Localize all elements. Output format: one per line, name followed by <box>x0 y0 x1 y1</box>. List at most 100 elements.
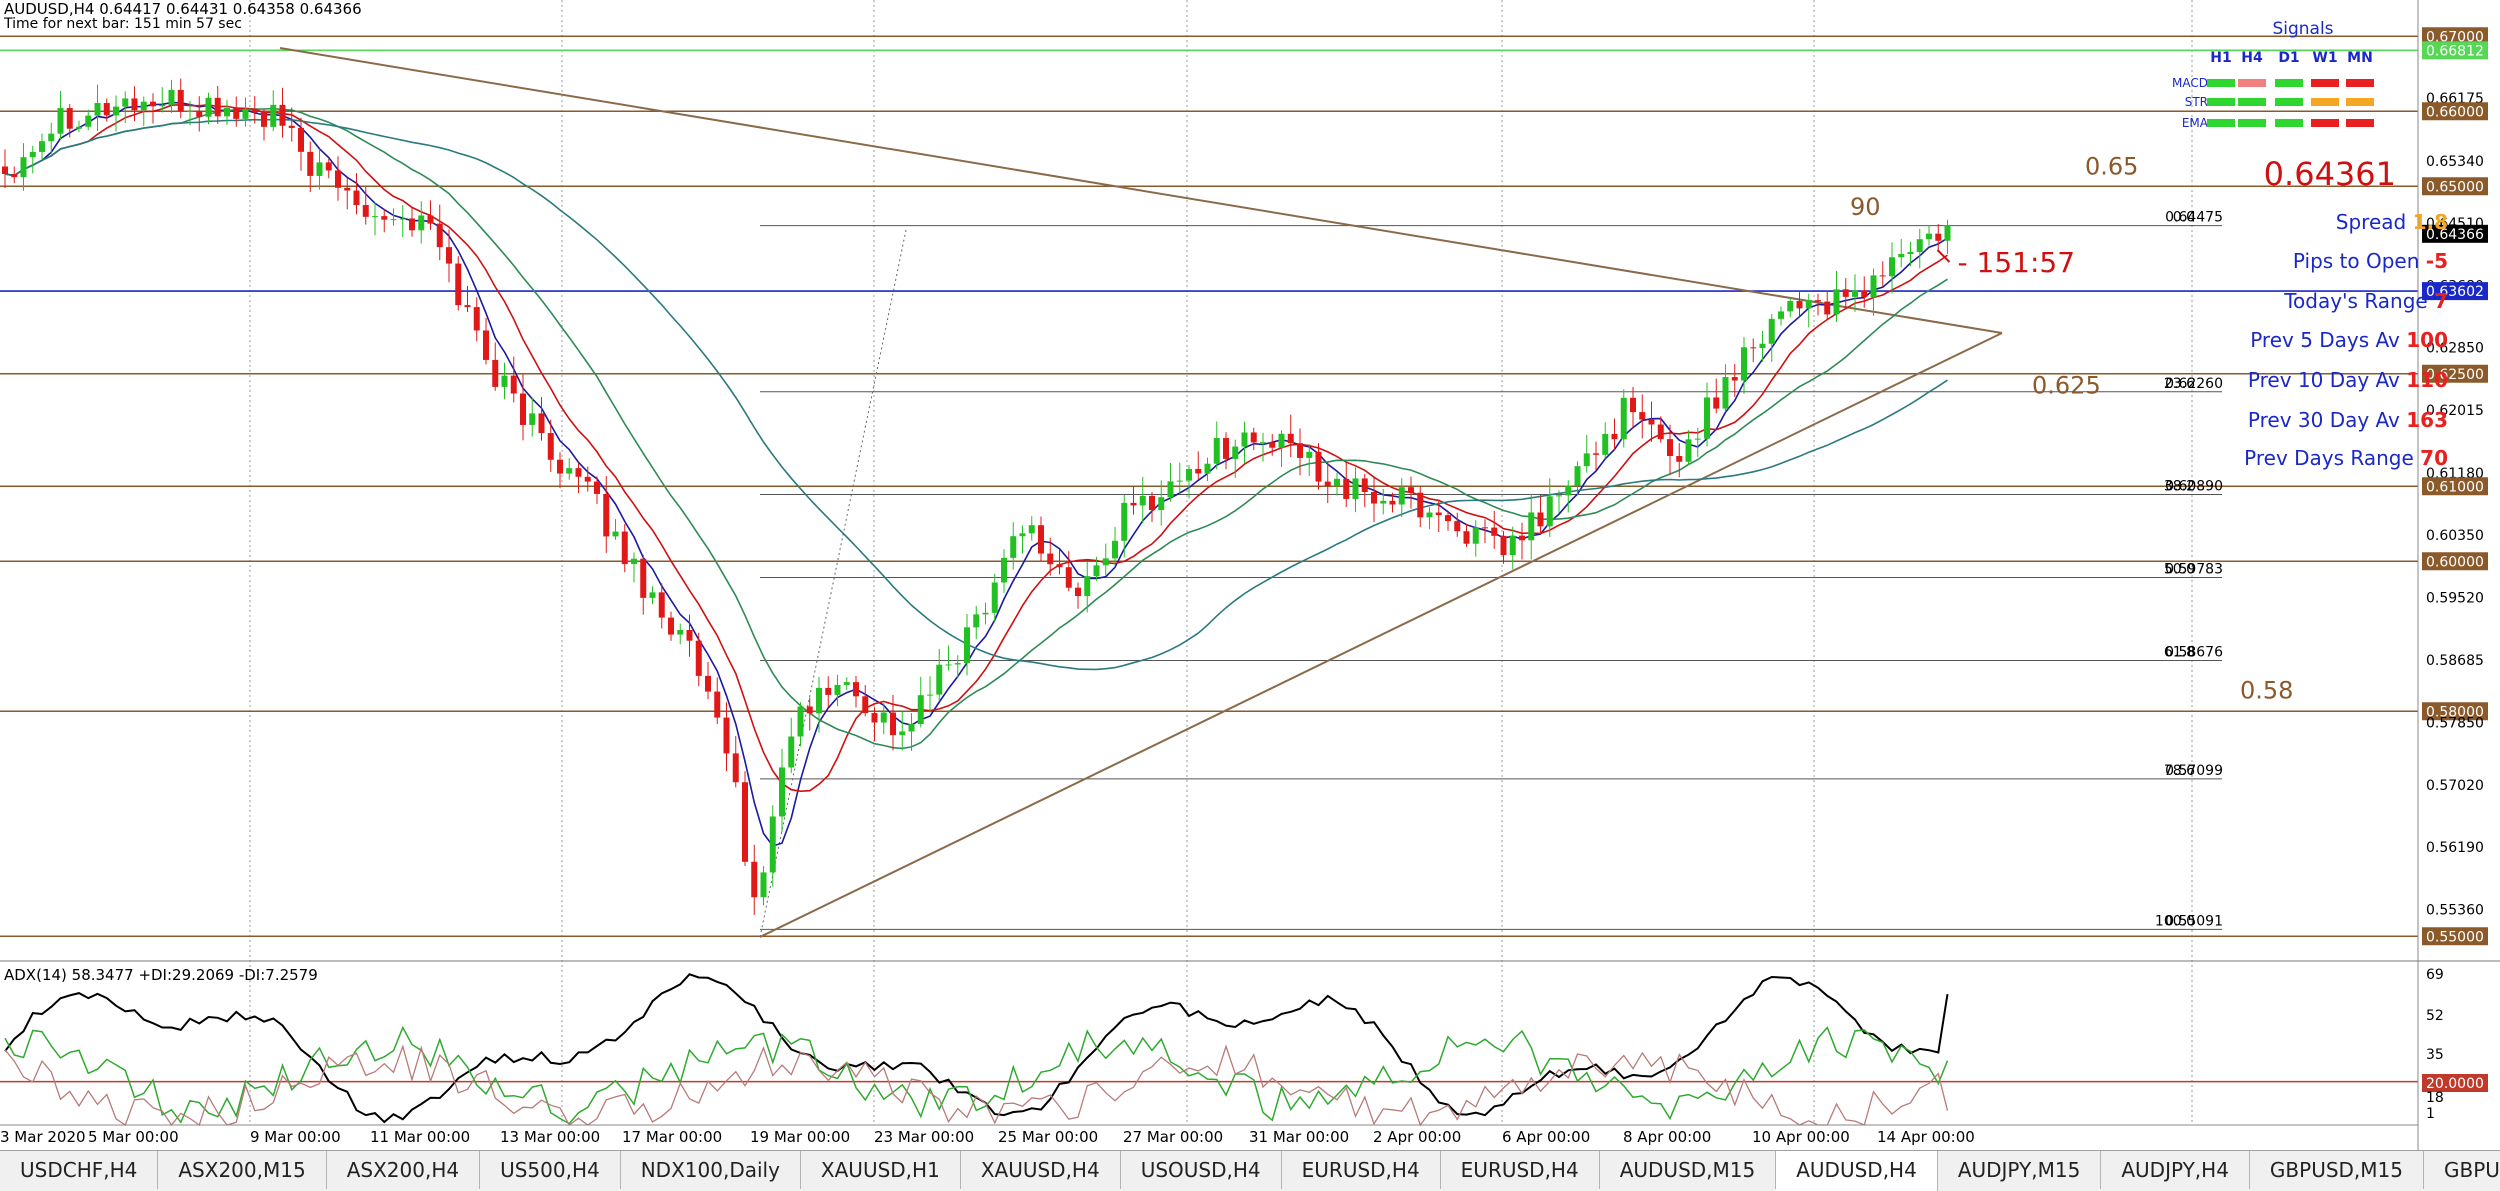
candle-body <box>224 107 230 117</box>
price-tag-7: 0.64366 <box>2426 227 2484 243</box>
signals-col-W1: W1 <box>2312 50 2337 66</box>
candle-body <box>1195 468 1202 474</box>
signal-cell <box>2238 119 2266 127</box>
stat-5: Prev 30 Day Av 163 <box>2248 408 2448 432</box>
signal-cell <box>2275 79 2303 87</box>
chart-tab-14[interactable]: GBPUSD,M15 <box>2250 1151 2424 1189</box>
date-label-11: 2 Apr 00:00 <box>1373 1128 1461 1146</box>
chart-tab-11[interactable]: AUDUSD,H4 <box>1776 1151 1938 1191</box>
candle-body <box>103 103 110 116</box>
ascending-trendline <box>759 332 2003 938</box>
fib-ratio-6: 100.0 <box>2155 913 2195 929</box>
fib-ratio-4: 61.8 <box>2164 645 2195 661</box>
price-tick-4: 0.65340 <box>2426 154 2484 170</box>
signal-cell <box>2238 98 2266 106</box>
chart-tab-2[interactable]: ASX200,H4 <box>327 1151 481 1189</box>
date-label-7: 23 Mar 00:00 <box>874 1128 974 1146</box>
candle-body <box>1648 419 1655 425</box>
candle-body <box>686 629 693 641</box>
stat-4: Prev 10 Day Av 110 <box>2248 368 2448 392</box>
price-tick-22: 0.56190 <box>2426 840 2484 856</box>
candle-body <box>251 108 258 113</box>
price-chart[interactable]: 0.00.6447523.60.6226038.20.6089050.00.59… <box>0 0 2500 1150</box>
candle-body <box>11 173 18 178</box>
candle-body <box>843 682 850 685</box>
chart-tab-5[interactable]: XAUUSD,H1 <box>801 1151 961 1189</box>
candle-body <box>2 166 8 174</box>
annotations: 0.65 90 0.625 0.58 - 151:57 <box>1850 152 2293 704</box>
chart-tab-10[interactable]: AUDUSD,M15 <box>1600 1151 1777 1189</box>
stat-0: Spread 1.8 <box>2336 210 2448 234</box>
candle-body <box>1417 492 1424 518</box>
candle-body <box>483 330 489 360</box>
ma-50-line <box>4 118 1948 671</box>
chart-tab-9[interactable]: EURUSD,H4 <box>1441 1151 1600 1189</box>
candle-body <box>677 629 684 635</box>
chart-tab-15[interactable]: GBPUSD,H4 <box>2424 1151 2500 1189</box>
chart-tab-4[interactable]: NDX100,Daily <box>621 1151 801 1189</box>
candle-body <box>742 782 748 862</box>
candle-body <box>455 263 462 306</box>
candle-body <box>20 157 27 178</box>
candle-body <box>1898 253 1905 258</box>
chart-tab-7[interactable]: USOUSD,H4 <box>1121 1151 1282 1189</box>
candle-body <box>640 558 647 598</box>
candle-body <box>168 89 175 105</box>
candle-body <box>1019 533 1026 537</box>
chart-tab-0[interactable]: USDCHF,H4 <box>0 1151 159 1189</box>
candle-body <box>1620 397 1627 440</box>
candle-body <box>908 724 915 732</box>
signal-cell <box>2311 119 2339 127</box>
candle-body <box>1713 397 1720 409</box>
price-tag-bg-5 <box>2422 177 2488 196</box>
descending-trendline <box>279 47 2003 334</box>
candle-body <box>1500 535 1507 556</box>
price-tick-20: 0.57850 <box>2426 716 2484 732</box>
price-tag-19: 0.58000 <box>2426 704 2484 720</box>
signals-row-STR: STR <box>2185 95 2208 109</box>
candle-body <box>1047 553 1054 565</box>
candle-body <box>473 307 480 331</box>
adx-indicator <box>0 960 2500 1127</box>
candle-body <box>85 115 92 127</box>
adx-label: ADX(14) 58.3477 +DI:29.2069 -DI:7.2579 <box>4 966 318 984</box>
candle-body <box>464 305 471 308</box>
candle-body <box>621 531 628 565</box>
candle-body <box>760 872 767 898</box>
chart-background <box>0 0 2500 1150</box>
price-tag-1: 0.66812 <box>2426 43 2484 59</box>
candle-body <box>1352 478 1359 499</box>
chart-tab-6[interactable]: XAUUSD,H4 <box>961 1151 1121 1189</box>
current-price: 0.64361 <box>2264 155 2396 193</box>
candle-body <box>1056 564 1063 568</box>
signals-title: Signals <box>2272 19 2333 39</box>
candle-body <box>1667 439 1673 456</box>
candle-body <box>1250 432 1257 443</box>
candle-body <box>1537 512 1544 527</box>
candle-body <box>1574 466 1581 486</box>
adx-tick-2: 35 <box>2426 1047 2444 1063</box>
candle-body <box>1787 301 1794 312</box>
candle-body <box>945 664 952 666</box>
date-label-6: 19 Mar 00:00 <box>750 1128 850 1146</box>
price-axis: 0.670000.668120.661750.660000.653400.650… <box>2417 0 2488 1150</box>
stat-3: Prev 5 Days Av 100 <box>2250 328 2448 352</box>
chart-tab-1[interactable]: ASX200,M15 <box>158 1151 327 1189</box>
chart-tab-8[interactable]: EURUSD,H4 <box>1282 1151 1441 1189</box>
symbol-info: AUDUSD,H4 0.64417 0.64431 0.64358 0.6436… <box>4 0 362 18</box>
chart-tab-12[interactable]: AUDJPY,M15 <box>1938 1151 2102 1189</box>
candle-body <box>1611 433 1618 440</box>
price-tag-3: 0.66000 <box>2426 104 2484 120</box>
candle-body <box>705 675 711 692</box>
candle-body <box>399 218 406 220</box>
chart-tab-3[interactable]: US500,H4 <box>480 1151 621 1189</box>
price-tag-0: 0.67000 <box>2426 29 2484 45</box>
chart-tab-13[interactable]: AUDJPY,H4 <box>2101 1151 2250 1189</box>
candle-body <box>214 97 221 117</box>
candle-body <box>1741 347 1747 381</box>
signal-cell <box>2346 79 2374 87</box>
signals-col-H1: H1 <box>2210 50 2231 66</box>
candle-body <box>1778 311 1784 319</box>
date-label-3: 11 Mar 00:00 <box>370 1128 470 1146</box>
candle-body <box>1861 290 1868 298</box>
